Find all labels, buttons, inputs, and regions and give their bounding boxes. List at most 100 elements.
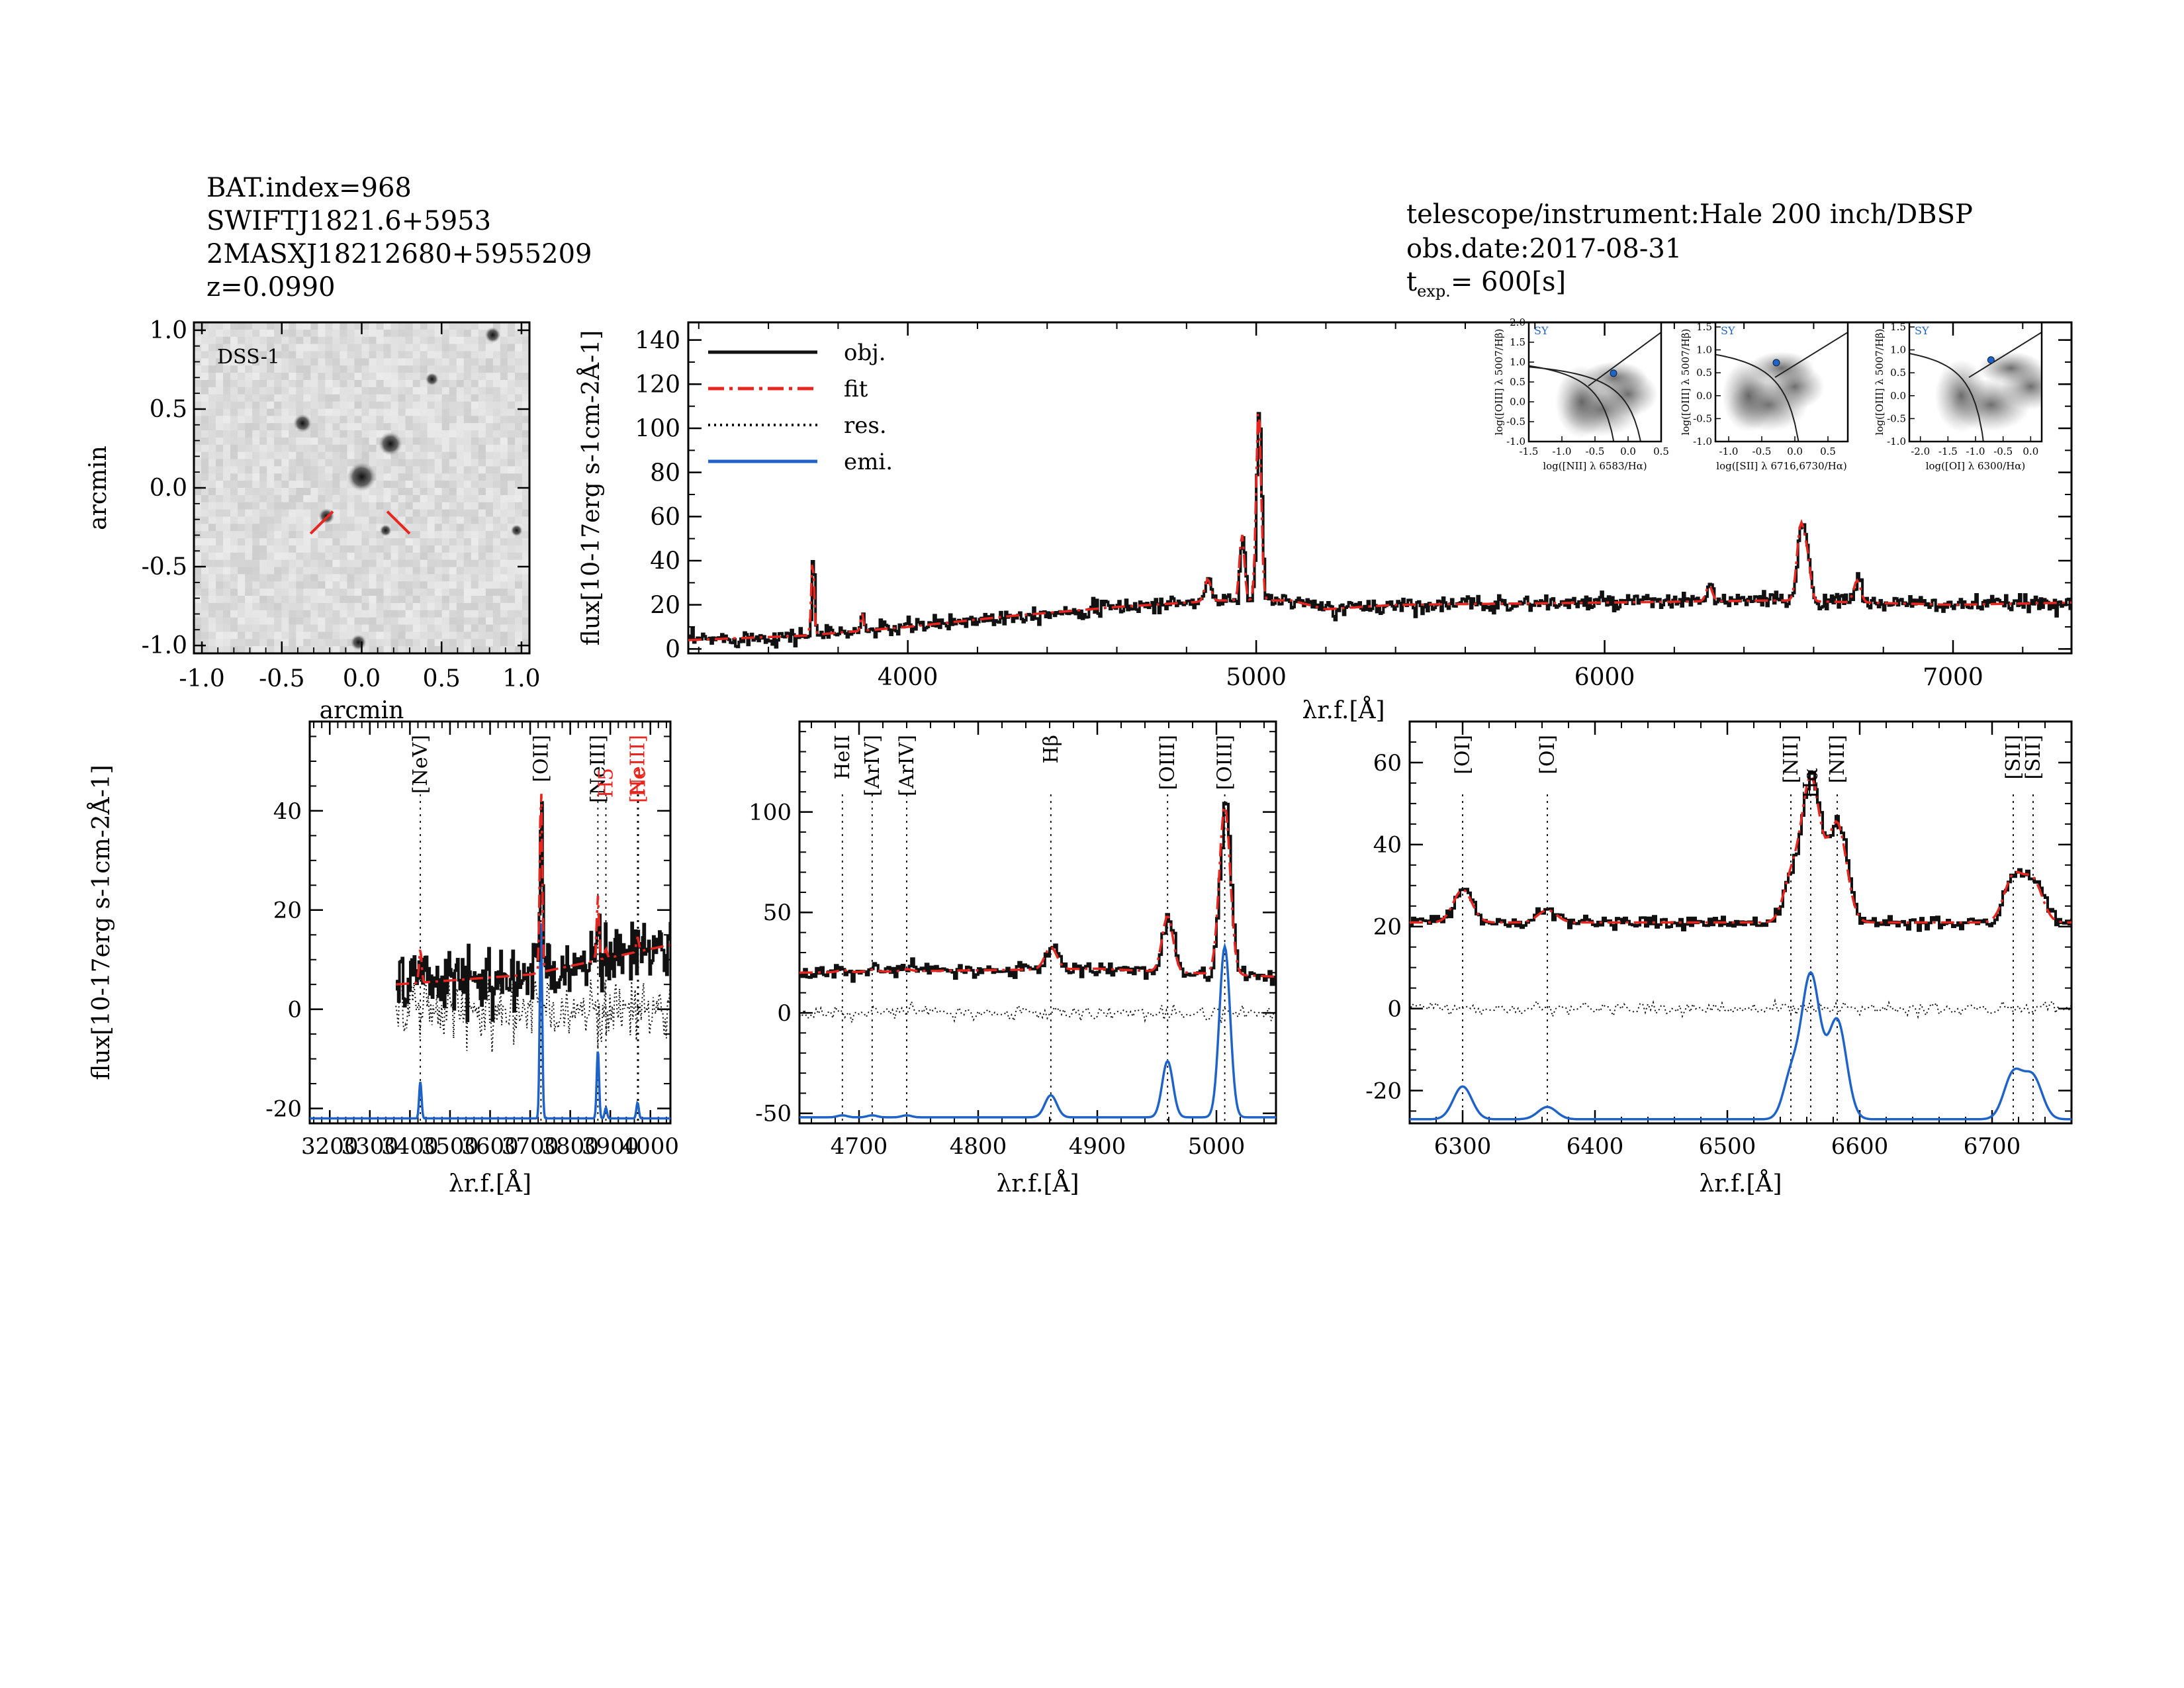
image-pixel [347, 552, 355, 561]
image-pixel [390, 401, 399, 410]
image-pixel [296, 552, 304, 561]
image-pixel [471, 473, 479, 481]
image-pixel [449, 365, 457, 373]
image-pixel [485, 602, 494, 611]
image-pixel [238, 437, 246, 445]
image-pixel [267, 481, 275, 489]
image-pixel [405, 639, 414, 647]
image-pixel [289, 524, 296, 532]
image-pixel [194, 394, 202, 402]
image-pixel [208, 481, 216, 489]
image-pixel [281, 488, 289, 496]
image-pixel [340, 380, 347, 388]
image-pixel [252, 358, 260, 366]
image-pixel [208, 351, 216, 359]
line-label: He [627, 768, 651, 797]
image-pixel [427, 574, 435, 582]
image-pixel [194, 444, 202, 453]
image-pixel [500, 639, 508, 647]
image-pixel [281, 632, 289, 639]
bpt-tag: SY [1915, 324, 1929, 337]
image-pixel [515, 358, 523, 366]
image-pixel [230, 516, 238, 524]
star [379, 524, 392, 537]
image-pixel [427, 387, 435, 395]
image-pixel [252, 596, 260, 604]
image-pixel [281, 437, 289, 445]
image-pixel [296, 632, 304, 639]
image-pixel [412, 588, 421, 596]
image-pixel [194, 329, 202, 338]
image-pixel [332, 365, 340, 373]
image-pixel [485, 524, 494, 532]
image-pixel [492, 322, 501, 330]
image-pixel [303, 358, 311, 366]
image-pixel [296, 574, 304, 582]
image-pixel [303, 322, 311, 330]
image-pixel [289, 481, 296, 489]
image-pixel [434, 596, 443, 604]
image-pixel [471, 617, 479, 626]
image-pixel [245, 459, 253, 467]
image-pixel [354, 336, 363, 345]
image-pixel [252, 602, 260, 611]
image-pixel [478, 624, 486, 632]
image-pixel [318, 574, 326, 582]
image-pixel [318, 632, 326, 639]
image-pixel [515, 602, 523, 611]
image-pixel [500, 373, 508, 381]
image-pixel [354, 588, 363, 596]
image-pixel [412, 408, 421, 416]
image-pixel [289, 559, 296, 568]
image-pixel [216, 567, 224, 575]
image-pixel [318, 602, 326, 611]
image-pixel [318, 336, 326, 345]
image-pixel [376, 394, 385, 402]
image-pixel [427, 494, 435, 503]
image-pixel [252, 567, 260, 575]
image-pixel [223, 494, 231, 503]
image-pixel [369, 538, 377, 546]
image-pixel [449, 646, 457, 654]
image-pixel [420, 373, 428, 381]
image-pixel [310, 459, 318, 467]
image-pixel [420, 387, 428, 395]
image-pixel [412, 646, 421, 654]
image-pixel [274, 473, 282, 481]
image-pixel [515, 459, 523, 467]
image-pixel [412, 351, 421, 359]
image-pixel [500, 351, 508, 359]
image-pixel [412, 444, 421, 453]
image-pixel [216, 610, 224, 618]
image-pixel [303, 574, 311, 582]
image-pixel [478, 524, 486, 532]
image-pixel [441, 444, 450, 453]
image-pixel [500, 365, 508, 373]
image-pixel [332, 416, 340, 424]
image-pixel [267, 581, 275, 589]
image-pixel [441, 567, 450, 575]
image-pixel [449, 494, 457, 503]
image-pixel [515, 559, 523, 568]
y-tick-label: 60 [650, 504, 680, 531]
image-pixel [296, 624, 304, 632]
image-pixel [332, 329, 340, 338]
image-pixel [289, 509, 296, 518]
image-pixel [390, 358, 399, 366]
image-pixel [252, 401, 260, 410]
image-pixel [441, 574, 450, 582]
image-pixel [274, 502, 282, 510]
image-pixel [267, 351, 275, 359]
image-pixel [208, 538, 216, 546]
bpt-y-tick-label: 1.5 [1510, 336, 1525, 348]
image-pixel [383, 394, 392, 402]
image-pixel [332, 459, 340, 467]
image-pixel [361, 344, 370, 352]
image-pixel [420, 502, 428, 510]
image-pixel [376, 351, 385, 359]
image-pixel [208, 387, 216, 395]
image-pixel [507, 322, 516, 330]
image-pixel [216, 632, 224, 639]
image-pixel [383, 552, 392, 561]
object-point [1772, 359, 1780, 367]
